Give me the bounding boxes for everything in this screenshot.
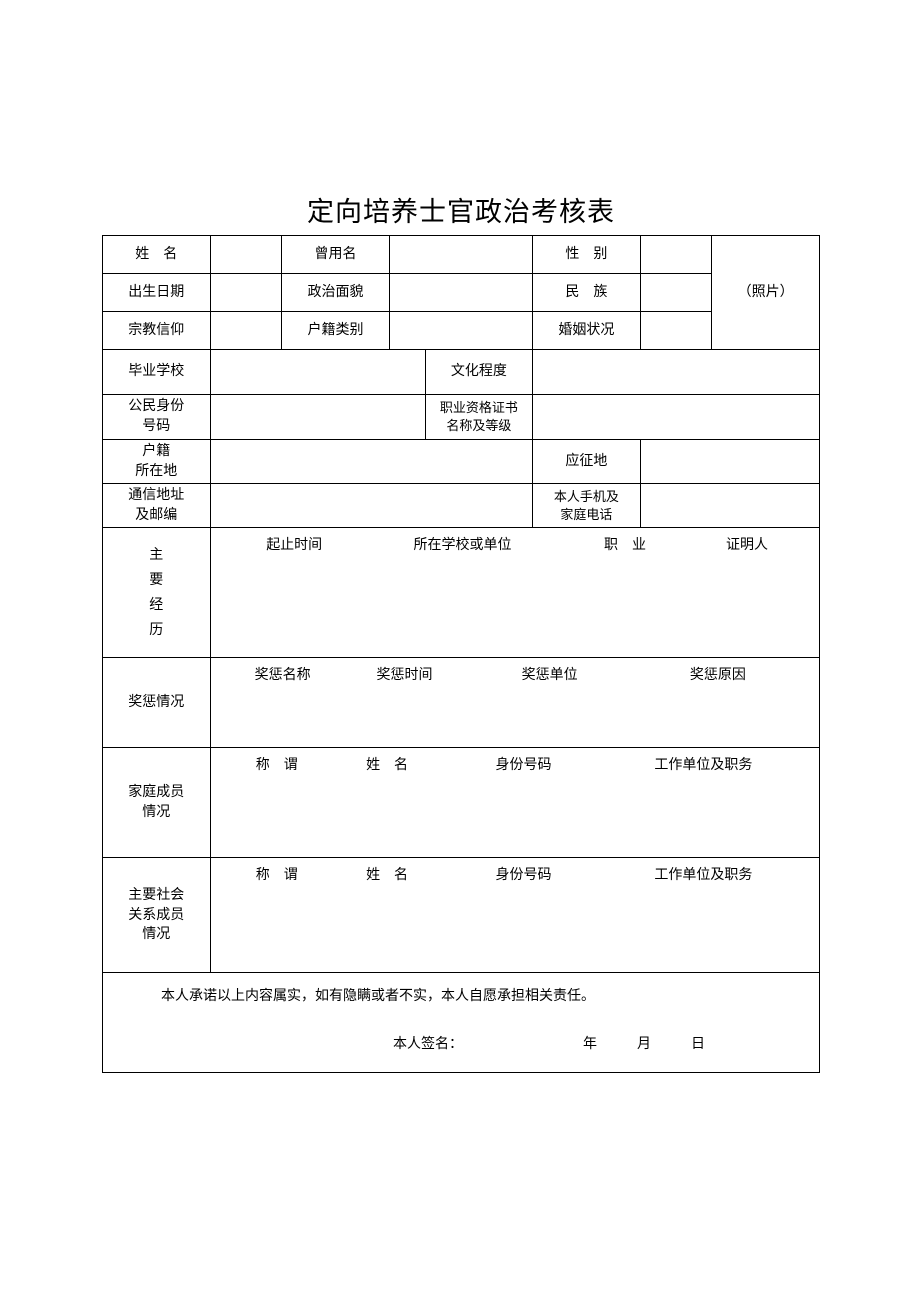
value-dob [210,274,282,312]
section-experience: 起止时间 所在学校或单位 职 业 证明人 [210,528,819,658]
value-name [210,236,282,274]
form-title: 定向培养士官政治考核表 [102,190,820,229]
fam-headers: 称 谓 姓 名 身份号码 工作单位及职务 [219,754,811,776]
label-ethnicity: 民 族 [533,274,641,312]
date-year: 年 [583,1035,597,1055]
label-social: 主要社会 关系成员 情况 [103,858,211,973]
label-religion: 宗教信仰 [103,312,211,350]
label-cert: 职业资格证书 名称及等级 [425,395,533,440]
value-phone [640,484,819,528]
label-education: 文化程度 [425,350,533,395]
label-political: 政治面貌 [282,274,390,312]
label-experience: 主 要 经 历 [103,528,211,658]
fam-hdr-0: 称 谓 [225,756,329,776]
label-gender: 性 别 [533,236,641,274]
rp-hdr-1: 奖惩时间 [341,666,469,686]
label-enlist-loc: 应征地 [533,440,641,484]
label-name: 姓 名 [103,236,211,274]
label-rewards-punish: 奖惩情况 [103,658,211,748]
soc-hdr-2: 身份号码 [445,866,602,886]
value-household-type [389,312,532,350]
exp-hdr-2: 职 业 [561,536,689,556]
section-family: 称 谓 姓 名 身份号码 工作单位及职务 [210,748,819,858]
value-former-name [389,236,532,274]
sign-label: 本人签名： [393,1035,463,1055]
signature-line: 本人签名： 年 月 日 [133,1035,799,1055]
label-dob: 出生日期 [103,274,211,312]
fam-hdr-1: 姓 名 [329,756,445,776]
value-enlist-loc [640,440,819,484]
label-household-type: 户籍类别 [282,312,390,350]
date-month: 月 [637,1035,651,1055]
date-day: 日 [691,1035,705,1055]
soc-hdr-1: 姓 名 [329,866,445,886]
fam-hdr-3: 工作单位及职务 [602,756,805,776]
exp-hdr-3: 证明人 [689,536,805,556]
value-address [210,484,533,528]
assessment-form-table: 姓 名 曾用名 性 别 （照片） 出生日期 政治面貌 民 族 宗教信仰 户籍类别… [102,235,820,1073]
fam-hdr-2: 身份号码 [445,756,602,776]
rp-hdr-0: 奖惩名称 [225,666,341,686]
label-household-loc: 户籍 所在地 [103,440,211,484]
label-id-number: 公民身份 号码 [103,395,211,440]
value-marital [640,312,712,350]
label-address: 通信地址 及邮编 [103,484,211,528]
value-school [210,350,425,395]
value-ethnicity [640,274,712,312]
value-household-loc [210,440,533,484]
rp-hdr-2: 奖惩单位 [468,666,631,686]
exp-hdr-1: 所在学校或单位 [364,536,561,556]
value-religion [210,312,282,350]
soc-hdr-0: 称 谓 [225,866,329,886]
label-school: 毕业学校 [103,350,211,395]
soc-headers: 称 谓 姓 名 身份号码 工作单位及职务 [219,864,811,886]
value-gender [640,236,712,274]
label-former-name: 曾用名 [282,236,390,274]
value-education [533,350,820,395]
declaration-cell: 本人承诺以上内容属实，如有隐瞒或者不实，本人自愿承担相关责任。 本人签名： 年 … [103,973,820,1073]
value-political [389,274,532,312]
value-cert [533,395,820,440]
label-phone: 本人手机及 家庭电话 [533,484,641,528]
label-family: 家庭成员 情况 [103,748,211,858]
rp-headers: 奖惩名称 奖惩时间 奖惩单位 奖惩原因 [219,664,811,686]
section-social: 称 谓 姓 名 身份号码 工作单位及职务 [210,858,819,973]
experience-headers: 起止时间 所在学校或单位 职 业 证明人 [219,534,811,556]
exp-hdr-0: 起止时间 [225,536,364,556]
soc-hdr-3: 工作单位及职务 [602,866,805,886]
photo-placeholder: （照片） [712,236,820,350]
label-marital: 婚姻状况 [533,312,641,350]
section-rewards-punish: 奖惩名称 奖惩时间 奖惩单位 奖惩原因 [210,658,819,748]
declaration-text: 本人承诺以上内容属实，如有隐瞒或者不实，本人自愿承担相关责任。 [133,987,799,1007]
value-id-number [210,395,425,440]
rp-hdr-3: 奖惩原因 [631,666,805,686]
